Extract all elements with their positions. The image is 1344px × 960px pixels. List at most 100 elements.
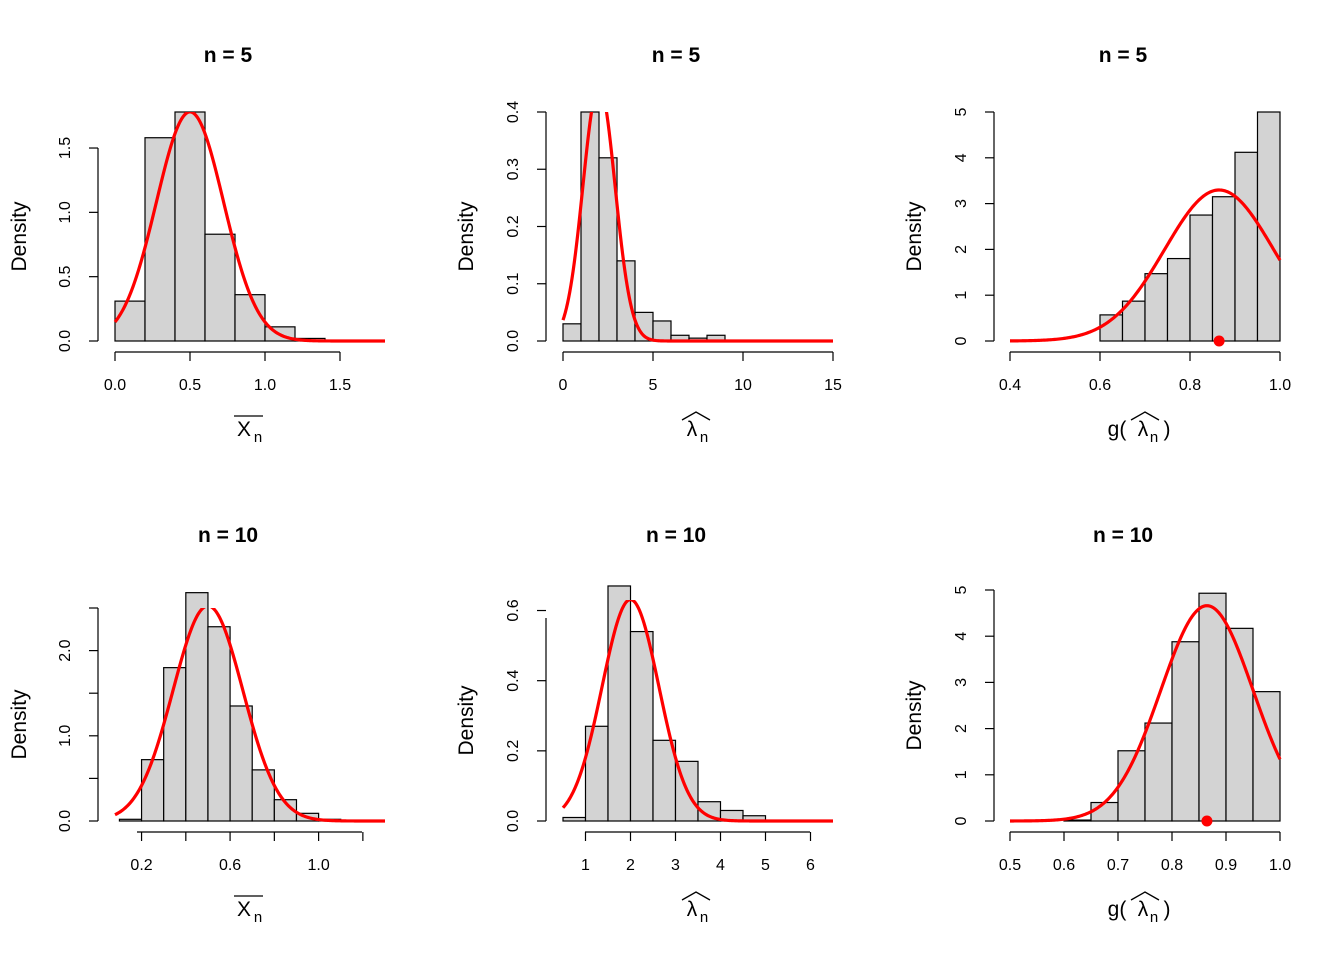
hat-mark [681, 411, 711, 421]
y-tick-label: 0.0 [57, 810, 74, 832]
x-axis-label: λ [687, 418, 698, 441]
y-tick-label: 1 [953, 291, 970, 300]
x-tick-label: 0.9 [1215, 857, 1237, 874]
x-axis-label: g( [1108, 898, 1127, 921]
y-axis-label: Density [455, 201, 478, 272]
x-tick-label: 0 [559, 377, 568, 394]
histogram-bar [1171, 641, 1200, 822]
histogram-bar [1211, 196, 1236, 342]
y-tick-label: 4 [953, 153, 970, 162]
histogram-bar [140, 759, 165, 822]
histogram-panel-4: 0.2 0.6 1.0 0.0 1.0 2.0 n = 10 Density X n [8, 524, 385, 926]
histogram-bar [118, 818, 143, 822]
density-curve [1009, 604, 1282, 823]
histogram-panel-6: 0.5 0.6 0.7 0.8 0.9 1.0 0 1 2 3 4 5 n = 10 Density g(λ… [903, 524, 1291, 926]
histogram-bar [207, 626, 231, 822]
x-tick-label: 15 [824, 377, 842, 394]
histogram-bar [598, 157, 618, 342]
histogram-bar [229, 705, 253, 822]
x-axis-label-subscript: n [254, 909, 262, 926]
x-axis-label-subscript: n [1150, 909, 1158, 926]
x-tick-label: 3 [671, 857, 680, 874]
y-axis-label: Density [903, 201, 926, 272]
histogram-bar [1189, 214, 1214, 342]
histogram-bar [174, 111, 206, 342]
histogram-bar [562, 323, 582, 342]
x-tick-label: 1.0 [307, 857, 329, 874]
histogram-bar [1198, 592, 1227, 822]
histogram-bar [185, 592, 209, 822]
y-tick-label: 0.2 [505, 740, 522, 762]
x-tick-label: 0.6 [1089, 377, 1111, 394]
y-tick-label: 0.4 [505, 101, 522, 123]
panel-title: n = 5 [204, 44, 253, 67]
y-tick-label: 5 [953, 585, 970, 594]
x-tick-label: 0.6 [1053, 857, 1075, 874]
histogram-bar [234, 294, 266, 342]
y-tick-label: 2 [953, 724, 970, 733]
density-curve [113, 112, 385, 343]
histogram-bar [144, 137, 176, 342]
histogram-bar [652, 739, 677, 822]
true-value-point [1201, 815, 1213, 827]
histogram-bar [163, 667, 187, 822]
x-axis-label-close: ) [1164, 418, 1171, 441]
x-tick-label: 1 [581, 857, 590, 874]
y-tick-label: 0.6 [505, 599, 522, 621]
true-value-point [1213, 335, 1225, 347]
histogram-panel-2: 0 5 10 15 0.0 0.1 0.2 0.3 0.4 n = 5 Density λ n [455, 44, 842, 446]
histogram-panel-3: 0.4 0.6 0.8 1.0 0 1 2 3 4 5 n = 5 Density g(λ n) [903, 44, 1291, 446]
histogram-bar [204, 233, 236, 342]
x-axis-label-close: ) [1164, 898, 1171, 921]
panel-title: n = 10 [646, 524, 706, 547]
density-curve [1009, 188, 1282, 343]
x-tick-label: 4 [716, 857, 725, 874]
y-axis-label: Density [455, 685, 478, 756]
y-tick-label: 0.4 [505, 669, 522, 691]
x-tick-label: 1.0 [1269, 857, 1291, 874]
x-axis-label: X [237, 898, 251, 921]
density-curve [561, 112, 833, 343]
x-tick-label: 0.5 [999, 857, 1021, 874]
y-tick-label: 0.0 [57, 330, 74, 352]
hat-mark [1130, 411, 1160, 421]
x-tick-label: 0.0 [104, 377, 126, 394]
y-tick-label: 2.0 [57, 639, 74, 661]
x-tick-label: 0.2 [130, 857, 152, 874]
x-axis-label: λ [687, 898, 698, 921]
y-tick-label: 1 [953, 770, 970, 779]
y-tick-label: 2 [953, 245, 970, 254]
x-tick-label: 0.4 [999, 377, 1021, 394]
histogram-bar [1256, 111, 1281, 342]
x-axis-label-subscript: n [1150, 429, 1158, 446]
y-tick-label: 1.0 [57, 725, 74, 747]
y-tick-label: 4 [953, 632, 970, 641]
density-curve [114, 608, 385, 823]
histogram-bar [273, 799, 298, 822]
panel-title: n = 10 [198, 524, 258, 547]
density-curve [561, 600, 833, 823]
histogram-bar [562, 816, 587, 822]
x-axis-label-subscript: n [254, 429, 262, 446]
y-tick-label: 3 [953, 199, 970, 208]
y-tick-label: 1.0 [57, 201, 74, 223]
x-tick-label: 0.8 [1161, 857, 1183, 874]
y-tick-label: 0.0 [505, 810, 522, 832]
x-tick-label: 0.5 [179, 377, 201, 394]
histogram-bar [652, 320, 672, 342]
y-tick-label: 0.0 [505, 330, 522, 352]
histogram-bar [1225, 627, 1254, 822]
x-axis-label: g( [1108, 418, 1127, 441]
panel-title: n = 5 [1099, 44, 1148, 67]
x-tick-label: 0.6 [219, 857, 241, 874]
histogram-bar [1144, 722, 1173, 822]
x-tick-label: 2 [626, 857, 635, 874]
x-tick-label: 10 [734, 377, 752, 394]
x-tick-label: 1.0 [1269, 377, 1291, 394]
histogram-bar [1090, 801, 1119, 822]
y-tick-label: 1.5 [57, 137, 74, 159]
hat-mark [681, 891, 711, 901]
histogram-bar [1144, 273, 1169, 342]
y-tick-label: 0.3 [505, 158, 522, 180]
histogram-bar [616, 260, 636, 342]
